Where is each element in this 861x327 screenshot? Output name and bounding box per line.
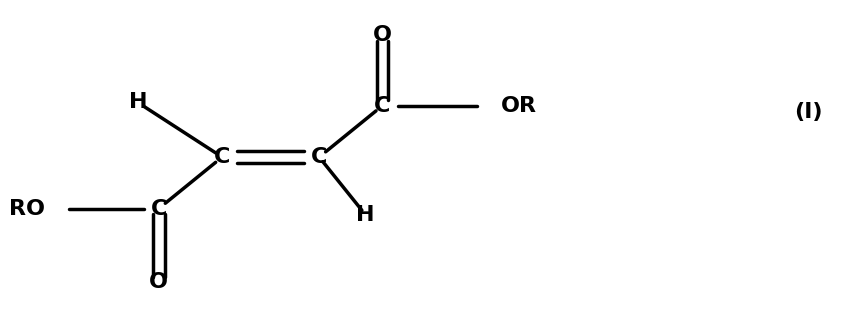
Text: O: O [149,272,168,292]
Text: C: C [311,147,327,167]
Text: OR: OR [500,95,536,116]
Text: H: H [128,93,147,112]
Text: H: H [356,205,375,225]
Text: C: C [374,95,390,116]
Text: RO: RO [9,198,45,218]
Text: (I): (I) [794,102,822,122]
Text: O: O [373,25,392,45]
Text: C: C [151,198,167,218]
Text: C: C [214,147,230,167]
